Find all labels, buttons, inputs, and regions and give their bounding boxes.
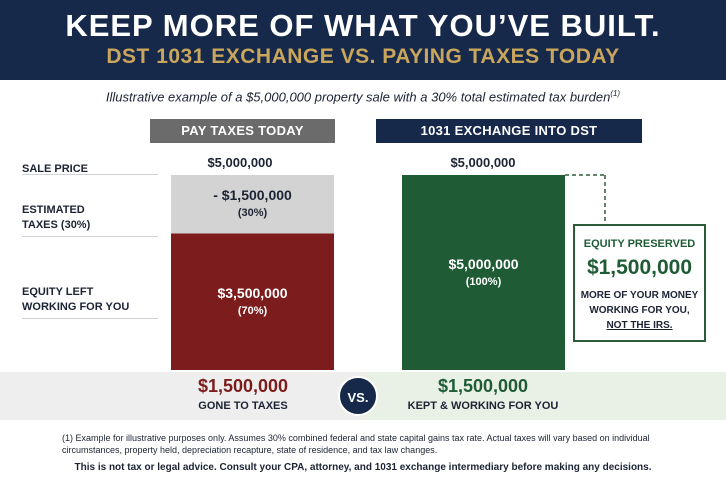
column-header-1031-exchange: 1031 EXCHANGE INTO DST	[376, 119, 642, 143]
sale-price-left: $5,000,000	[207, 155, 273, 170]
bar-pay-taxes-today-estimated-taxes-30	[171, 175, 334, 234]
callout-title: EQUITY PRESERVED	[583, 238, 696, 250]
page-subtitle: DST 1031 EXCHANGE VS. PAYING TAXES TODAY	[106, 45, 620, 68]
bar-pay-taxes-today-equity-left-working-for-you	[171, 233, 334, 370]
footnote: (1) Example for illustrative purposes on…	[62, 433, 650, 455]
vs-badge: VS.	[338, 376, 378, 416]
row-divider	[22, 318, 158, 319]
bar-percent-label: (30%)	[237, 207, 268, 220]
row-label-taxes-line1: ESTIMATED	[22, 204, 85, 216]
intro-text: Illustrative example of a $5,000,000 pro…	[0, 89, 726, 104]
callout-line3: NOT THE IRS.	[606, 320, 673, 331]
row-label-taxes-line2: TAXES (30%)	[22, 219, 91, 231]
equity-preserved-callout: EQUITY PRESERVED $1,500,000 MORE OF YOUR…	[573, 224, 706, 342]
header-banner: KEEP MORE OF WHAT YOU’VE BUILT. DST 1031…	[0, 0, 726, 80]
gone-to-taxes-amount: $1,500,000	[197, 376, 289, 396]
gone-to-taxes-caption: GONE TO TAXES	[198, 400, 288, 412]
bar-value-label: - $1,500,000	[213, 187, 292, 204]
callout-text: MORE OF YOUR MONEY WORKING FOR YOU, NOT …	[575, 288, 704, 333]
kept-working-caption: KEPT & WORKING FOR YOU	[407, 400, 559, 412]
bar-1031-exchange-into-dst-equity-left-working-for-you	[402, 175, 565, 370]
callout-line2: WORKING FOR YOU,	[589, 305, 690, 316]
disclaimer: This is not tax or legal advice. Consult…	[74, 462, 652, 473]
bar-percent-label: (100%)	[465, 275, 502, 288]
row-divider	[22, 236, 158, 237]
row-label-equity-line2: WORKING FOR YOU	[22, 301, 130, 313]
bar-percent-label: (70%)	[237, 304, 268, 317]
sale-price-right: $5,000,000	[450, 155, 516, 170]
row-label-equity-line1: EQUITY LEFT	[22, 286, 94, 298]
comparison-panel-right: $1,500,000 KEPT & WORKING FOR YOU	[363, 372, 726, 420]
comparison-panel-left: $1,500,000 GONE TO TAXES	[0, 372, 363, 420]
kept-working-amount: $1,500,000	[437, 376, 529, 396]
bar-value-label: $5,000,000	[448, 255, 519, 272]
callout-amount: $1,500,000	[586, 256, 693, 279]
row-divider	[22, 174, 158, 175]
intro-sentence: Illustrative example of a $5,000,000 pro…	[105, 89, 611, 105]
bar-value-label: $3,500,000	[217, 284, 288, 301]
column-header-pay-taxes: PAY TAXES TODAY	[150, 119, 335, 143]
intro-footnote-marker: (1)	[610, 89, 621, 98]
callout-line1: MORE OF YOUR MONEY	[580, 290, 699, 301]
row-label-sale-price: SALE PRICE	[22, 163, 89, 175]
page-title: KEEP MORE OF WHAT YOU’VE BUILT.	[65, 8, 661, 43]
